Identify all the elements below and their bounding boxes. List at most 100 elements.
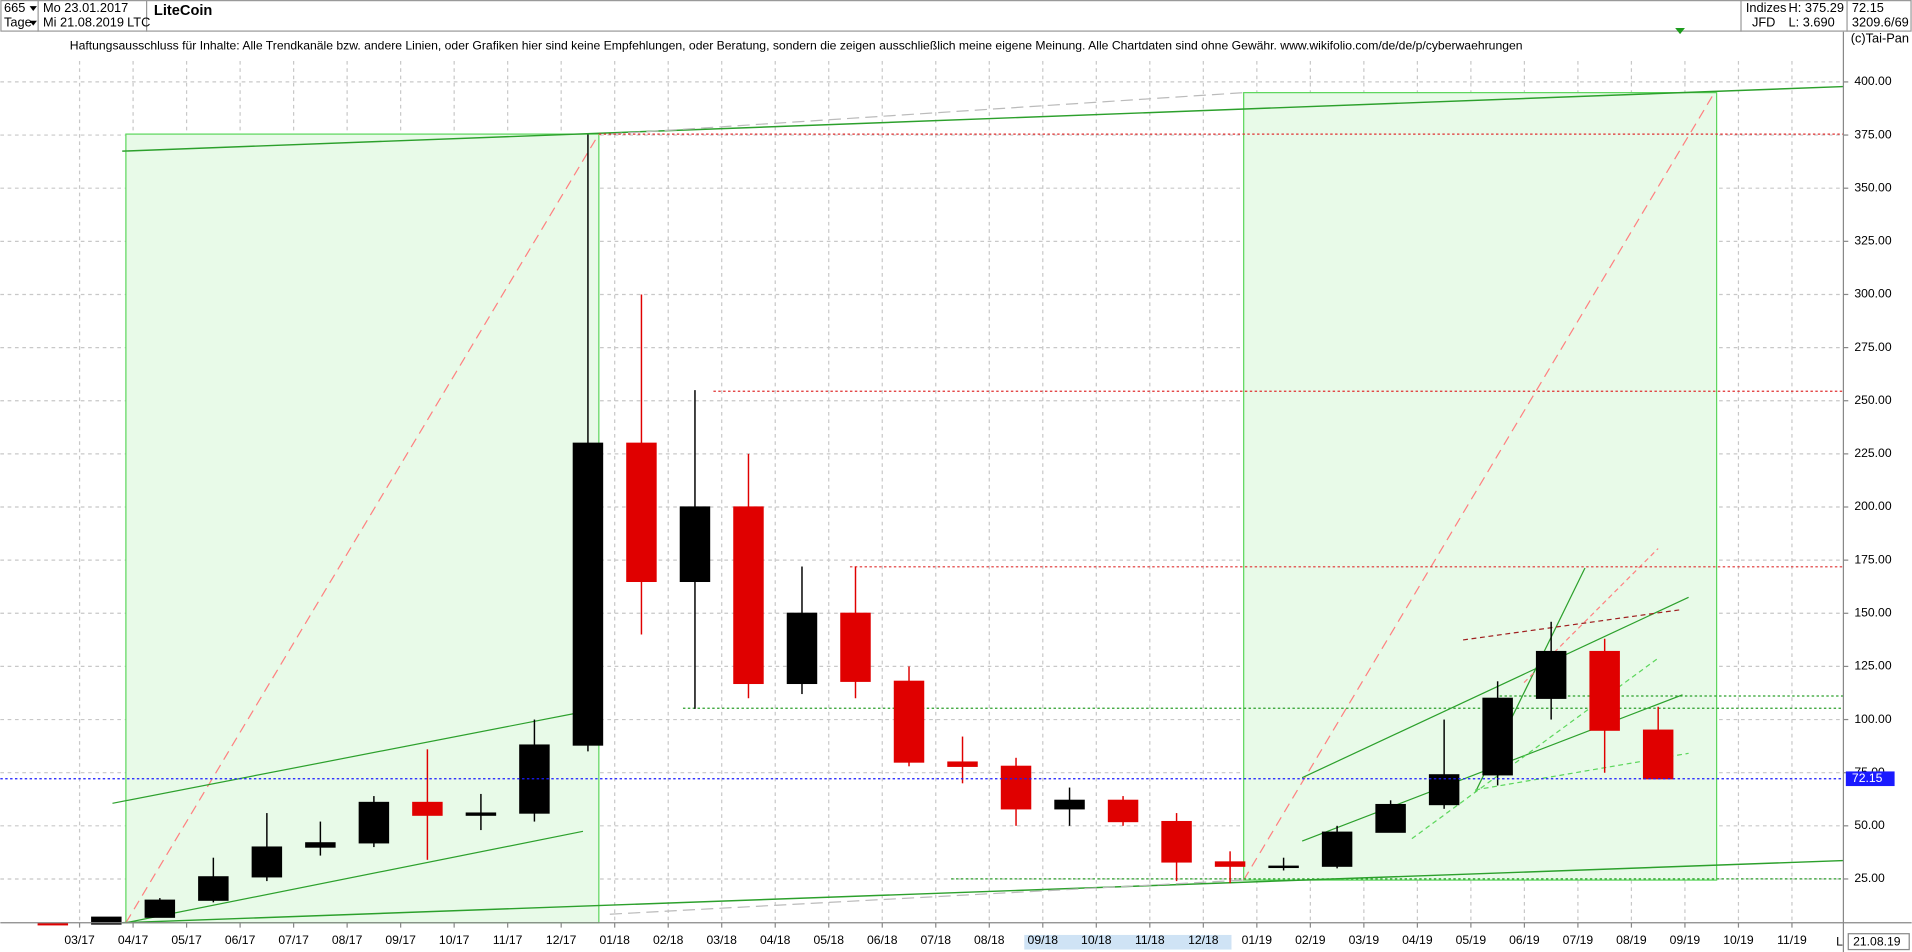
x-tick-label: 04/19 bbox=[1402, 933, 1433, 947]
instrument-name: LiteCoin bbox=[154, 3, 213, 19]
header: 665 Tage Mo 23.01.2017 Mi 21.08.2019 LTC… bbox=[0, 0, 1912, 45]
x-tick-label: 06/18 bbox=[867, 933, 898, 947]
candle-body bbox=[91, 916, 122, 925]
x-tick-label: 04/18 bbox=[760, 933, 791, 947]
trendline bbox=[609, 92, 1244, 135]
x-tick-label: 08/18 bbox=[974, 933, 1005, 947]
x-tick-label: 05/17 bbox=[171, 933, 202, 947]
y-tick-label: 100.00 bbox=[1854, 712, 1891, 726]
candle-body bbox=[786, 612, 818, 685]
last-price-box bbox=[1845, 771, 1895, 787]
candles bbox=[0, 134, 1844, 926]
x-tick-label: 09/19 bbox=[1670, 933, 1701, 947]
y-tick-label: 175.00 bbox=[1854, 552, 1891, 566]
x-tick-label: 06/17 bbox=[225, 933, 256, 947]
trendline bbox=[122, 85, 1844, 152]
candle-body bbox=[840, 612, 871, 682]
x-tick-label: 11/19 bbox=[1777, 933, 1807, 947]
end-date-label: 21.08.19 bbox=[1853, 934, 1901, 948]
candle-body bbox=[358, 801, 390, 844]
candle-body bbox=[1214, 861, 1246, 867]
channel-line bbox=[1523, 548, 1659, 684]
period-unit[interactable]: Tage bbox=[4, 15, 32, 30]
end-date: Mi 21.08.2019 bbox=[43, 15, 124, 30]
candle-body bbox=[1535, 650, 1567, 699]
bar-count[interactable]: 665 bbox=[4, 0, 25, 15]
candle-body bbox=[519, 744, 550, 814]
x-tick-label: 07/18 bbox=[921, 933, 952, 947]
candle-body bbox=[1482, 697, 1513, 776]
trendline bbox=[122, 859, 1844, 924]
channel-line bbox=[125, 830, 584, 924]
candle-body bbox=[412, 801, 443, 816]
y-tick-label: 150.00 bbox=[1854, 605, 1891, 619]
x-tick-label: 03/19 bbox=[1349, 933, 1380, 947]
last-price-label: 72.15 bbox=[1852, 771, 1883, 785]
candle-body bbox=[1321, 831, 1353, 867]
candle-body bbox=[1642, 729, 1674, 780]
x-tick-label: 11/17 bbox=[493, 933, 523, 947]
header-frame bbox=[0, 0, 1912, 32]
info: 3209.6/69 bbox=[1852, 15, 1909, 30]
channel-line bbox=[1301, 596, 1689, 779]
y-tick-label: 375.00 bbox=[1854, 127, 1891, 141]
low-value: L: 3.690 bbox=[1789, 15, 1835, 30]
x-tick-label: 12/17 bbox=[546, 933, 577, 947]
candle-body bbox=[572, 442, 604, 746]
dropdown-arrow[interactable] bbox=[29, 6, 37, 11]
x-tick-label: 05/19 bbox=[1456, 933, 1487, 947]
candle-body bbox=[1589, 650, 1620, 731]
box bbox=[1243, 92, 1718, 881]
candle-body bbox=[251, 846, 283, 878]
marker-arrow bbox=[1675, 28, 1685, 35]
candle-body bbox=[1161, 820, 1192, 863]
x-tick-label: 08/19 bbox=[1616, 933, 1647, 947]
y-tick-label: 400.00 bbox=[1854, 74, 1891, 88]
market: Indizes bbox=[1746, 0, 1787, 15]
candle-body bbox=[679, 506, 711, 583]
y-tick-label: 25.00 bbox=[1854, 871, 1885, 885]
candle-body bbox=[1268, 865, 1299, 869]
x-tick-label: 11/18 bbox=[1135, 933, 1165, 947]
candle-body bbox=[1000, 765, 1032, 810]
x-tick-label: 01/18 bbox=[599, 933, 630, 947]
y-tick-label: 325.00 bbox=[1854, 234, 1891, 248]
x-tick-label: 09/17 bbox=[385, 933, 416, 947]
y-tick-label: 225.00 bbox=[1854, 446, 1891, 460]
disclaimer: Haftungsausschluss für Inhalte: Alle Tre… bbox=[70, 39, 1523, 53]
axis-labels: 25.0050.0075.00100.00125.00150.00175.002… bbox=[64, 74, 1895, 947]
candle-body bbox=[198, 876, 229, 901]
x-tick-label: 05/18 bbox=[814, 933, 845, 947]
candle-body bbox=[465, 812, 497, 816]
y-tick-label: 350.00 bbox=[1854, 180, 1891, 194]
candle-body bbox=[893, 680, 925, 763]
drawings bbox=[112, 85, 1844, 924]
end-date-box bbox=[1847, 933, 1910, 951]
source: JFD bbox=[1752, 15, 1775, 30]
trendline bbox=[609, 879, 1244, 915]
candle-body bbox=[1054, 799, 1085, 810]
candle-body bbox=[1428, 774, 1460, 806]
x-tick-label: 04/17 bbox=[118, 933, 149, 947]
x-tick-label: 06/19 bbox=[1509, 933, 1540, 947]
x-tick-label: 08/17 bbox=[332, 933, 363, 947]
high-value: H: 375.29 bbox=[1789, 0, 1844, 15]
candle-body bbox=[1375, 803, 1406, 833]
y-tick-label: 300.00 bbox=[1854, 287, 1891, 301]
start-date: Mo 23.01.2017 bbox=[43, 0, 128, 15]
channel-line bbox=[112, 711, 584, 804]
x-tick-label: 07/19 bbox=[1563, 933, 1594, 947]
diagonal bbox=[125, 133, 600, 924]
candle-body bbox=[733, 506, 764, 685]
x-tick-label: 12/18 bbox=[1188, 933, 1219, 947]
candle-body bbox=[144, 899, 176, 918]
candle-body bbox=[1107, 799, 1139, 823]
x-tick-label: 09/18 bbox=[1028, 933, 1059, 947]
x-tick-label: 01/19 bbox=[1242, 933, 1273, 947]
axis-end: L bbox=[1836, 934, 1843, 948]
y-tick-label: 125.00 bbox=[1854, 659, 1891, 673]
y-tick-label: 250.00 bbox=[1854, 393, 1891, 407]
symbol: LTC bbox=[127, 15, 150, 30]
dropdown-arrow[interactable] bbox=[29, 20, 37, 26]
